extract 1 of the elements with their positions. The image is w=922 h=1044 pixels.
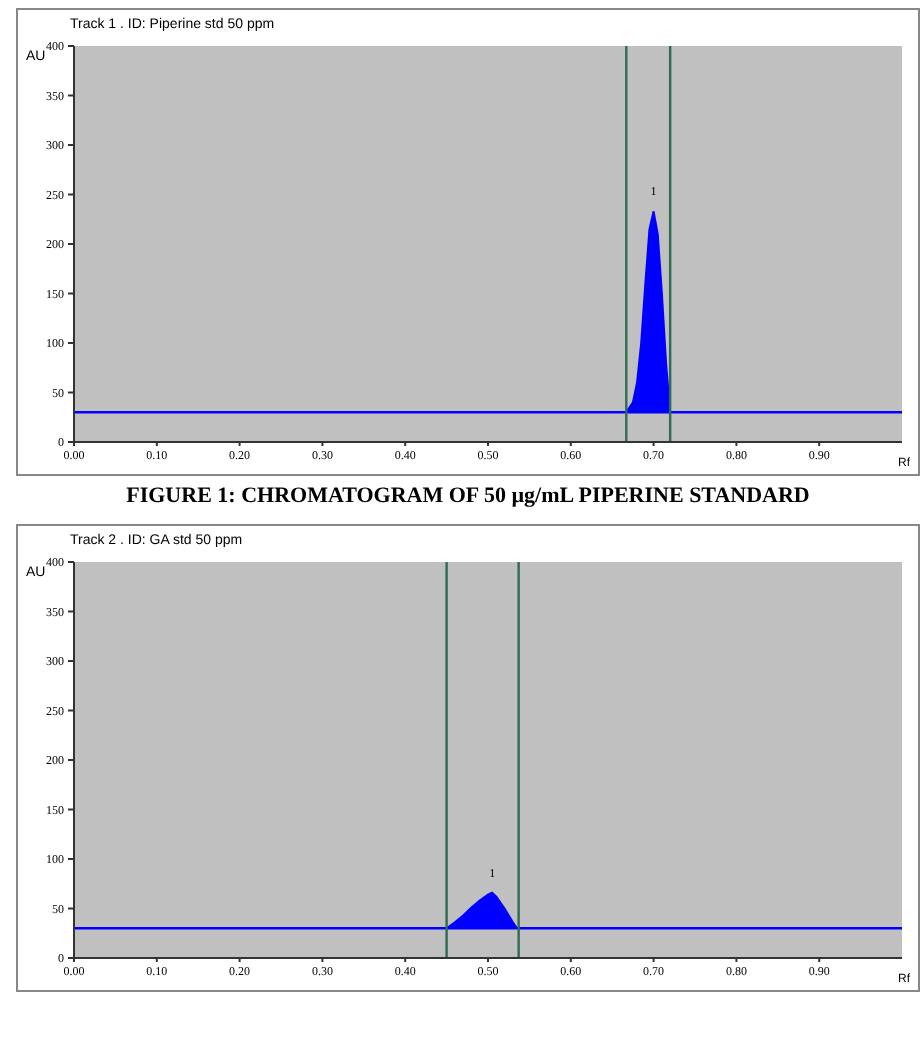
caption: FIGURE 1: CHROMATOGRAM OF 50 µg/mL PIPERINE STANDARD bbox=[124, 484, 812, 508]
